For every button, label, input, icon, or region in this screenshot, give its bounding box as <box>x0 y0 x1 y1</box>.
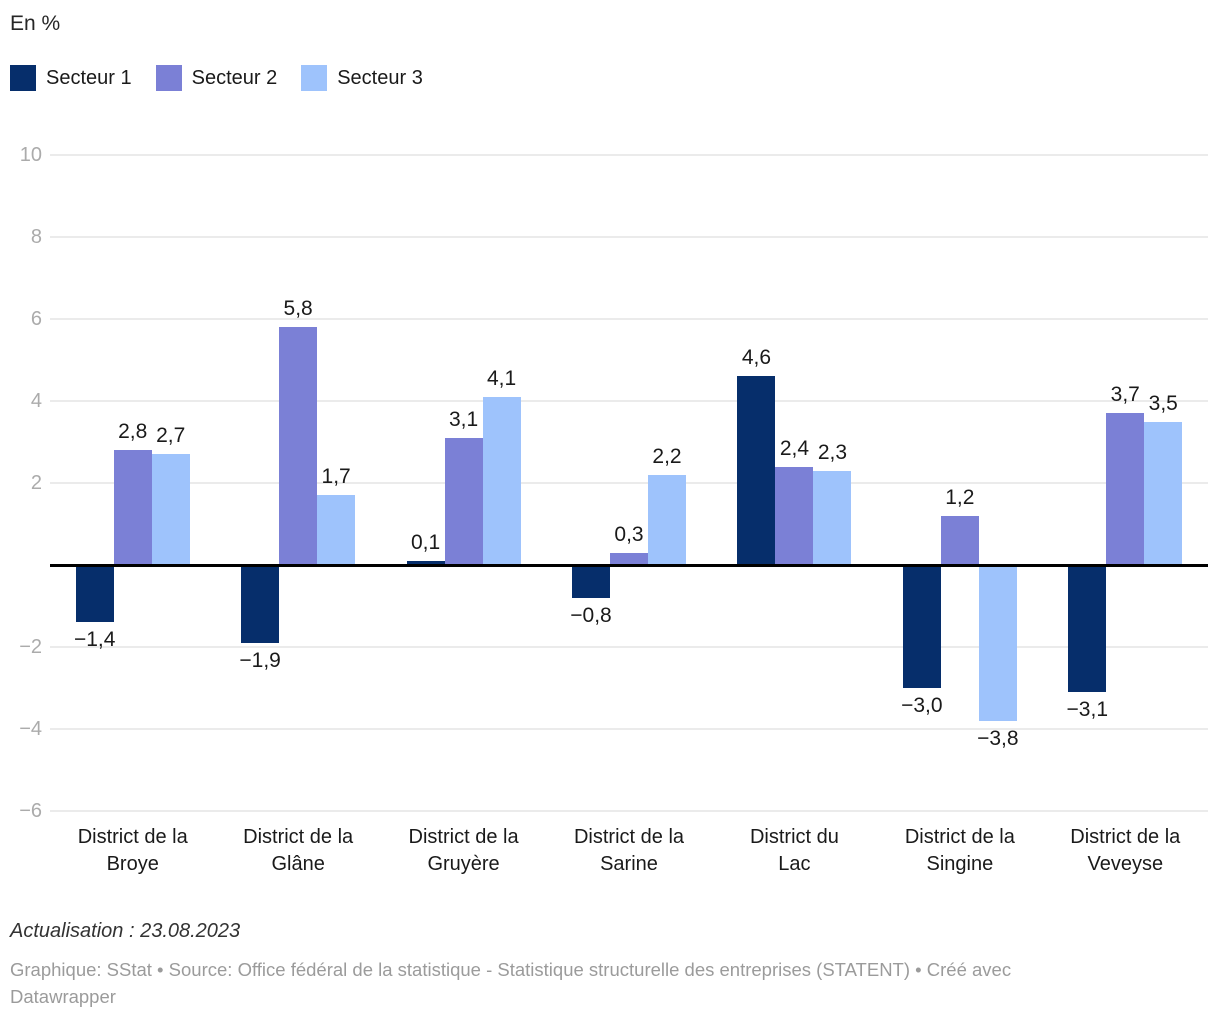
x-axis-category-label-line: District de la <box>573 826 685 848</box>
bar-value-label: 2,4 <box>779 436 810 460</box>
x-axis-category-label-line: Gruyère <box>427 853 500 875</box>
bar-secteur-2-5 <box>775 466 814 565</box>
y-axis-tick-label: 2 <box>30 472 42 494</box>
bar-secteur-2-4 <box>610 552 648 565</box>
bar-value-label: −3,1 <box>1066 698 1109 722</box>
source-line-2: Datawrapper <box>10 986 116 1007</box>
bar-secteur-3-2 <box>317 495 356 565</box>
x-axis-category-label: District de la Veveyse <box>1040 824 1210 878</box>
bar-secteur-1-6 <box>902 565 941 688</box>
legend-swatch-secteur-3 <box>301 65 328 91</box>
x-axis-category-label-line: Singine <box>926 853 994 875</box>
x-axis-category-label: District de la Broye <box>48 824 218 878</box>
bar-secteur-2-6 <box>940 515 979 565</box>
bar-value-label: 1,2 <box>945 485 975 509</box>
update-note: Actualisation : 23.08.2023 <box>10 920 241 942</box>
x-axis-category-label: District de la Gruyère <box>379 824 549 878</box>
bar-secteur-3-1 <box>151 454 190 565</box>
x-axis-category-label-line: District de la <box>1070 826 1181 848</box>
bar-value-label: −3,0 <box>901 694 943 717</box>
x-axis-category-label: District de la Sarine <box>544 824 714 878</box>
bar-secteur-2-3 <box>444 437 483 565</box>
bar-value-label: 3,1 <box>448 407 479 431</box>
gridline <box>50 318 1208 320</box>
x-axis-category-label: District du Lac <box>709 824 879 878</box>
bar-secteur-1-3 <box>406 560 445 565</box>
y-axis-tick-label: 10 <box>19 144 42 166</box>
y-axis-tick-label: 4 <box>30 390 42 412</box>
legend-swatch-secteur-1 <box>10 65 36 91</box>
bar-secteur-2-1 <box>113 450 152 565</box>
bar-value-label: 2,7 <box>156 424 186 448</box>
bar-secteur-1-7 <box>1068 565 1107 693</box>
y-axis-tick-label: −4 <box>19 718 42 740</box>
y-axis-tick-label: −6 <box>19 800 42 822</box>
x-axis-category-label-line: District du <box>749 826 839 848</box>
bar-secteur-1-5 <box>737 376 776 565</box>
bar-secteur-2-7 <box>1106 413 1145 565</box>
y-axis-tick-label: 6 <box>30 308 42 330</box>
bar-secteur-3-5 <box>813 470 852 565</box>
bar-value-label: 4,1 <box>486 366 517 390</box>
bar-value-label: −0,8 <box>570 603 612 627</box>
x-axis-category-label-line: Sarine <box>600 853 658 875</box>
bar-value-label: 0,1 <box>410 530 441 554</box>
x-axis-category-label-line: Broye <box>106 853 159 875</box>
x-axis-category-label-line: District de la <box>77 826 188 848</box>
y-axis-tick-label: −2 <box>19 636 42 658</box>
x-axis-category-label-line: Glâne <box>271 853 325 875</box>
bar-value-label: −1,9 <box>239 648 281 672</box>
x-axis-category-label-line: District de la <box>243 826 354 848</box>
bar-value-label: 2,8 <box>118 420 148 444</box>
bar-value-label: −3,8 <box>977 726 1019 750</box>
bar-secteur-1-2 <box>241 565 280 643</box>
legend-item-secteur-2: Secteur 2 <box>155 65 278 91</box>
bar-secteur-3-7 <box>1144 421 1183 565</box>
gridline <box>50 154 1208 156</box>
bar-secteur-3-3 <box>482 396 521 565</box>
legend-label-secteur-2: Secteur 2 <box>191 66 278 89</box>
bar-value-label: 4,6 <box>741 346 772 370</box>
legend-item-secteur-3: Secteur 3 <box>301 65 423 91</box>
y-axis-tick-label: 8 <box>30 226 42 248</box>
x-axis-category-label-line: Veveyse <box>1087 853 1164 875</box>
source-attribution: Graphique: SStat • Source: Office fédéra… <box>10 956 1205 1010</box>
bar-value-label: 3,5 <box>1148 391 1178 415</box>
bar-value-label: −1,4 <box>73 628 116 652</box>
gridline <box>50 810 1208 812</box>
x-axis-category-label-line: Lac <box>778 853 811 875</box>
bar-secteur-1-1 <box>75 565 114 623</box>
bar-secteur-3-6 <box>978 565 1017 721</box>
legend-item-secteur-1: Secteur 1 <box>10 65 132 91</box>
legend-label-secteur-3: Secteur 3 <box>337 66 423 89</box>
gridline <box>50 482 1208 484</box>
bar-value-label: 3,7 <box>1110 383 1140 407</box>
legend-label-secteur-1: Secteur 1 <box>46 66 132 89</box>
legend-swatch-secteur-2 <box>155 65 182 91</box>
bar-secteur-1-4 <box>572 565 610 598</box>
gridline <box>50 728 1208 730</box>
x-axis-category-label-line: District de la <box>408 826 519 848</box>
gridline <box>50 236 1208 238</box>
bar-value-label: 0,3 <box>614 522 644 546</box>
x-axis-category-label: District de la Singine <box>875 824 1045 878</box>
bar-secteur-3-4 <box>648 474 686 565</box>
source-line-1: Graphique: SStat • Source: Office fédéra… <box>10 959 1012 980</box>
legend: Secteur 1 Secteur 2 Secteur 3 <box>10 65 447 91</box>
gridline <box>50 400 1208 402</box>
x-axis-category-label-line: District de la <box>904 826 1015 848</box>
x-axis-category-label: District de la Glâne <box>213 824 383 878</box>
zero-baseline <box>50 563 1208 567</box>
bar-secteur-2-2 <box>279 327 318 565</box>
bar-value-label: 2,2 <box>652 444 682 468</box>
bar-value-label: 5,8 <box>283 297 313 321</box>
chart-unit-title: En % <box>10 12 61 35</box>
gridline <box>50 646 1208 648</box>
bar-value-label: 1,7 <box>321 465 351 489</box>
bar-value-label: 2,3 <box>817 440 848 464</box>
